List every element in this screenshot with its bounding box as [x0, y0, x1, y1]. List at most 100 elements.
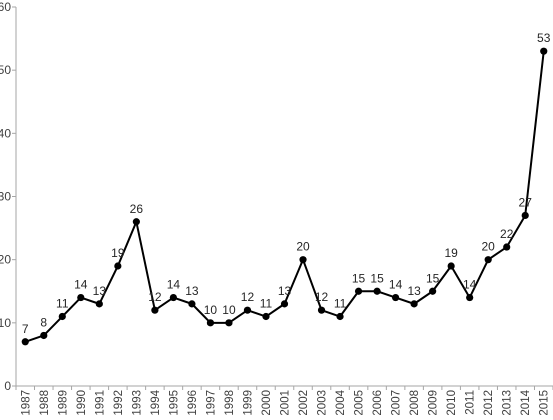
data-label: 12: [148, 290, 162, 304]
data-label: 15: [352, 271, 366, 285]
x-tick-label: 2004: [335, 389, 347, 415]
x-tick-label: 2008: [409, 390, 421, 416]
x-tick-label: 2014: [520, 389, 532, 415]
x-tick-label: 2011: [465, 390, 477, 415]
data-point: [392, 293, 400, 302]
data-point: [354, 287, 363, 295]
data-point: [317, 306, 326, 314]
x-tick-label: 2012: [483, 390, 495, 416]
y-axis-ticks: 0 10 20 30 40 50 60: [0, 0, 16, 393]
x-tick-label: 1995: [168, 390, 180, 416]
data-point: [77, 293, 85, 302]
y-tick-label: 0: [4, 379, 11, 393]
data-labels: 7 8 11 14 13 19 26 12 14 13 10 10 12 11 13 20 12 11 15 15 14…: [22, 31, 551, 336]
data-point: [206, 319, 215, 327]
data-label: 19: [111, 246, 125, 260]
x-tick-label: 1999: [242, 390, 254, 416]
x-tick-label: 1990: [76, 390, 88, 416]
x-tick-label: 2002: [298, 390, 310, 416]
data-point: [410, 300, 418, 308]
data-label: 8: [40, 315, 47, 329]
data-label: 26: [130, 202, 144, 216]
data-point: [262, 312, 270, 321]
data-point: [40, 331, 48, 340]
data-label: 15: [370, 271, 384, 285]
data-label: 13: [407, 284, 421, 298]
data-point: [188, 300, 196, 308]
x-tick-label: 1998: [224, 390, 236, 416]
data-label: 14: [463, 278, 477, 292]
x-tick-label: 1988: [39, 390, 51, 416]
x-tick-label: 2007: [391, 390, 403, 416]
y-tick-label: 50: [0, 63, 11, 77]
x-tick-label: 1994: [150, 389, 162, 415]
data-label: 13: [185, 284, 199, 298]
x-tick-label: 2013: [502, 390, 514, 416]
data-point: [429, 287, 437, 295]
y-tick-label: 60: [0, 0, 11, 14]
data-label: 22: [500, 227, 514, 241]
data-label: 20: [296, 240, 310, 254]
data-point: [540, 47, 548, 55]
x-tick-label: 1993: [131, 390, 143, 416]
data-label: 11: [56, 297, 69, 311]
data-point: [299, 256, 307, 264]
x-tick-label: 2006: [372, 390, 384, 416]
data-label: 12: [241, 290, 255, 304]
data-label: 10: [222, 303, 236, 317]
data-point: [169, 293, 177, 302]
data-point: [225, 319, 233, 327]
data-point: [95, 300, 103, 308]
axes: [15, 7, 553, 387]
data-point: [243, 306, 252, 314]
data-label: 15: [426, 271, 440, 285]
data-label: 13: [278, 284, 292, 298]
data-label: 12: [315, 290, 329, 304]
data-point: [21, 338, 29, 346]
x-tick-label: 2009: [428, 390, 440, 416]
data-point: [503, 243, 511, 251]
x-tick-label: 2003: [317, 390, 329, 416]
data-label: 11: [260, 297, 273, 311]
data-label: 13: [93, 284, 107, 298]
x-tick-label: 1992: [113, 390, 125, 416]
x-tick-label: 1996: [187, 390, 199, 416]
y-tick-label: 30: [0, 190, 11, 204]
data-label: 19: [444, 246, 458, 260]
data-point: [114, 262, 122, 270]
x-axis-ticks: 1987 1988 1989 1990 1991 1992 1993 1994 1995 1996…: [15, 386, 553, 416]
data-label: 11: [334, 297, 347, 311]
x-tick-label: 2000: [261, 390, 273, 416]
series-line: [24, 51, 545, 343]
series-group: [21, 47, 548, 346]
x-tick-label: 2010: [446, 390, 458, 416]
data-point: [132, 218, 140, 226]
data-label: 14: [389, 278, 403, 292]
x-tick-label: 1987: [20, 390, 32, 416]
y-tick-label: 40: [0, 126, 11, 140]
x-tick-label: 2001: [280, 390, 292, 416]
data-point: [58, 312, 66, 321]
y-tick-label: 10: [0, 316, 11, 330]
x-tick-label: 2005: [354, 390, 366, 416]
x-tick-label: 1997: [205, 390, 217, 416]
data-label: 20: [482, 240, 496, 254]
x-tick-label: 2015: [539, 390, 551, 416]
data-point: [466, 293, 474, 302]
data-label: 27: [519, 195, 533, 209]
y-tick-label: 20: [0, 253, 11, 267]
data-point: [280, 300, 289, 308]
data-point: [521, 211, 529, 220]
data-point: [151, 306, 159, 314]
data-point: [373, 287, 381, 295]
data-point: [447, 262, 455, 270]
x-tick-label: 1991: [94, 390, 106, 416]
data-point: [336, 312, 344, 321]
data-point: [484, 256, 492, 264]
data-label: 7: [22, 322, 29, 336]
data-label: 53: [537, 31, 551, 45]
data-label: 14: [167, 278, 181, 292]
x-tick-label: 1989: [57, 390, 69, 416]
data-label: 14: [74, 278, 88, 292]
